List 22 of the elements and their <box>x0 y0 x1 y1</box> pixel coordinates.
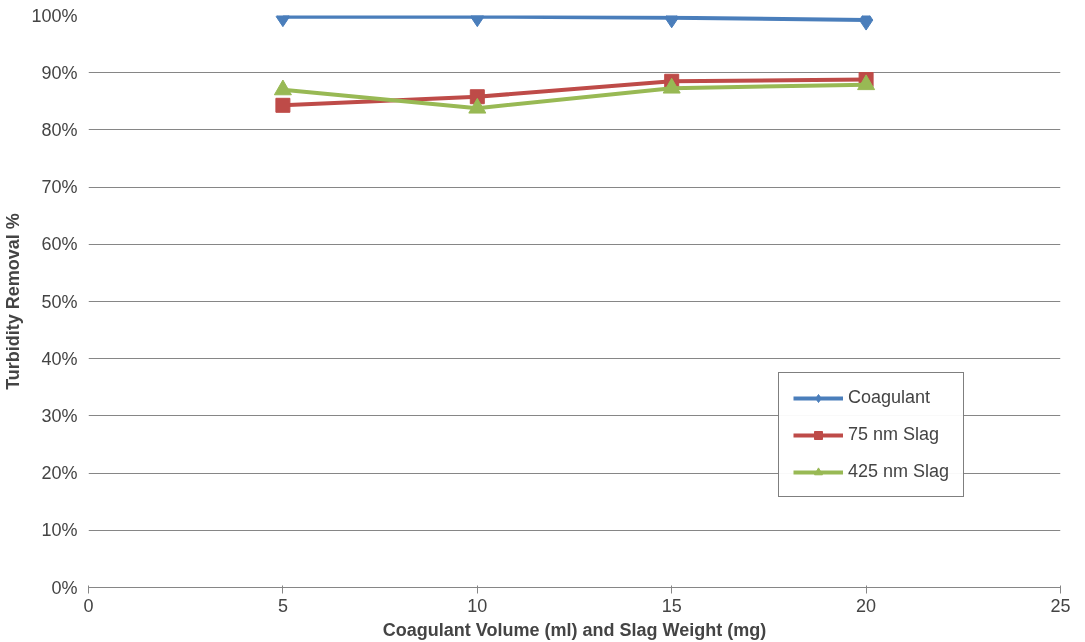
legend-label: 425 nm Slag <box>848 461 950 482</box>
y-tick-label: 40% <box>41 348 78 369</box>
legend-label: 75 nm Slag <box>848 424 940 445</box>
x-tick-label: 0 <box>83 595 94 616</box>
y-tick-label: 50% <box>41 291 78 312</box>
y-tick-label: 80% <box>41 119 78 140</box>
x-axis-title: Coagulant Volume (ml) and Slag Weight (mg) <box>382 619 767 640</box>
x-tick-label: 20 <box>856 595 877 616</box>
y-tick-label: 100% <box>31 5 78 26</box>
x-tick-label: 10 <box>467 595 488 616</box>
y-tick-label: 70% <box>41 177 78 198</box>
y-tick-label: 20% <box>41 463 78 484</box>
y-tick-label: 30% <box>41 405 78 426</box>
x-tick-label: 15 <box>661 595 682 616</box>
x-tick-label: 25 <box>1050 595 1071 616</box>
legend-label: Coagulant <box>848 387 931 408</box>
y-tick-label: 10% <box>41 520 78 541</box>
y-tick-label: 0% <box>51 577 78 598</box>
y-axis-title: Turbidity Removal % <box>3 213 24 390</box>
y-tick-label: 60% <box>41 234 78 255</box>
x-tick-label: 5 <box>277 595 288 616</box>
y-tick-label: 90% <box>41 62 78 83</box>
